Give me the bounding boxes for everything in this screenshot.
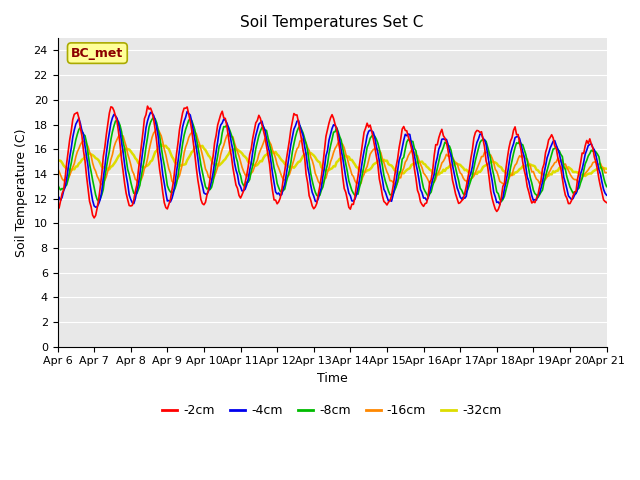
-32cm [386,162,394,168]
X-axis label: Time: Time [317,372,348,385]
-8cm [54,181,61,187]
Text: BC_met: BC_met [71,47,124,60]
-16cm [603,170,611,176]
-4cm [388,198,396,204]
Title: Soil Temperatures Set C: Soil Temperatures Set C [241,15,424,30]
Line: -4cm: -4cm [58,111,607,207]
-16cm [157,133,165,139]
-2cm [69,117,77,122]
-4cm [157,158,165,164]
-32cm [398,170,406,176]
-16cm [153,126,161,132]
-2cm [603,200,611,205]
-16cm [386,178,394,184]
-4cm [92,204,99,210]
-16cm [368,149,376,155]
-8cm [386,192,394,198]
-4cm [69,134,77,140]
-32cm [54,157,61,163]
-8cm [539,187,547,193]
-2cm [369,136,377,142]
-16cm [54,165,61,171]
-8cm [398,156,406,162]
-8cm [69,152,77,157]
-16cm [539,179,547,185]
-2cm [54,204,61,210]
Line: -8cm: -8cm [58,118,607,202]
-8cm [157,144,165,149]
Line: -2cm: -2cm [58,106,607,218]
-4cm [369,129,377,135]
-32cm [157,142,165,147]
-2cm [90,215,98,221]
Line: -32cm: -32cm [58,144,607,176]
-4cm [54,192,61,198]
Y-axis label: Soil Temperature (C): Soil Temperature (C) [15,128,28,257]
-32cm [156,143,164,149]
-8cm [150,115,157,120]
-2cm [388,193,396,199]
Legend: -2cm, -4cm, -8cm, -16cm, -32cm: -2cm, -4cm, -8cm, -16cm, -32cm [157,399,507,422]
-2cm [143,103,151,109]
-2cm [539,166,547,171]
-4cm [183,108,191,114]
-16cm [400,165,408,171]
-4cm [539,180,547,185]
-32cm [69,166,77,172]
-8cm [368,133,376,139]
-32cm [537,170,545,176]
-4cm [603,192,611,198]
-2cm [400,124,408,130]
-32cm [368,165,376,170]
-2cm [159,190,166,195]
-16cm [69,165,77,170]
Line: -16cm: -16cm [58,129,607,185]
-4cm [400,137,408,143]
-8cm [497,199,505,204]
-16cm [392,182,400,188]
-32cm [603,166,611,172]
-8cm [603,184,611,190]
-32cm [581,173,589,179]
